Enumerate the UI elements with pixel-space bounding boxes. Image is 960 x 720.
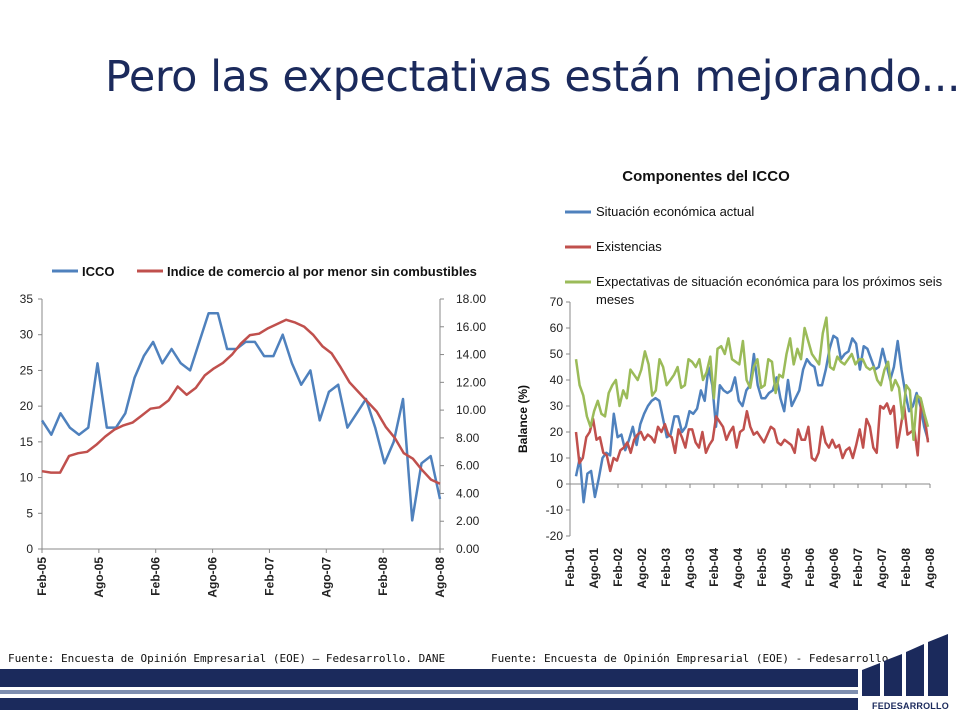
left-tick-label: 0 (26, 542, 33, 556)
x-tick-label: Ago-03 (683, 548, 697, 589)
y-tick-label: 70 (550, 295, 564, 309)
left-tick-label: 5 (26, 506, 33, 520)
x-tick-label: Feb-05 (35, 557, 49, 596)
y-tick-label: 20 (550, 425, 564, 439)
retail-index-line (41, 318, 441, 485)
x-tick-label: Ago-05 (779, 548, 793, 589)
y-tick-label: 30 (550, 399, 564, 413)
x-tick-label: Ago-02 (635, 548, 649, 589)
right-tick-label: 4.00 (456, 486, 480, 500)
y-tick-label: 10 (550, 451, 564, 465)
legend-label: Expectativas de situación económica para… (596, 274, 943, 307)
y-axis-label: Balance (%) (516, 385, 530, 453)
x-tick-label: Ago-08 (433, 557, 447, 598)
x-tick-label: Ago-07 (875, 548, 889, 589)
x-tick-label: Feb-05 (755, 548, 769, 587)
source-right: Fuente: Encuesta de Opinión Empresarial … (491, 652, 895, 665)
y-tick-label: -20 (546, 529, 564, 543)
right-tick-label: 12.00 (456, 375, 486, 389)
slide-title: Pero las expectativas están mejorando... (105, 52, 960, 102)
right-tick-label: 16.00 (456, 320, 486, 334)
x-tick-label: Feb-03 (659, 548, 673, 587)
footer-band-top (0, 669, 858, 687)
legend-label-line: Expectativas de situación económica para… (596, 274, 943, 289)
right-tick-label: 18.00 (456, 292, 486, 306)
x-tick-label: Ago-01 (587, 548, 601, 589)
existencias-line (574, 399, 930, 473)
y-tick-label: 0 (556, 477, 563, 491)
x-tick-label: Ago-08 (923, 548, 937, 589)
footer-band-bottom (0, 698, 858, 710)
x-tick-label: Feb-01 (563, 548, 577, 587)
right-tick-label: 6.00 (456, 459, 480, 473)
x-tick-label: Feb-07 (851, 548, 865, 587)
left-tick-label: 25 (20, 363, 34, 377)
x-tick-label: Feb-07 (262, 557, 276, 596)
legend-label: ICCO (82, 264, 115, 279)
right-tick-label: 14.00 (456, 348, 486, 362)
x-tick-label: Feb-08 (376, 557, 390, 596)
left-chart-area: 0 5 10 15 20 25 30 35 0.00 2.00 4.00 6.00 8.00 10.00 1… (20, 264, 487, 598)
right-tick-label: 8.00 (456, 431, 480, 445)
left-tick-label: 35 (20, 292, 34, 306)
legend-label: Existencias (596, 239, 662, 254)
icco-line (40, 312, 442, 522)
footer-band-mid (0, 690, 858, 694)
source-left: Fuente: Encuesta de Opinión Empresarial … (8, 652, 446, 665)
right-tick-label: 2.00 (456, 514, 480, 528)
y-tick-label: -10 (546, 503, 564, 517)
legend-label-line: meses (596, 292, 635, 307)
x-tick-label: Feb-02 (611, 548, 625, 587)
x-tick-label: Ago-06 (827, 548, 841, 589)
fedesarrollo-logo (862, 634, 948, 696)
x-tick-label: Feb-04 (707, 548, 721, 587)
y-tick-label: 50 (550, 347, 564, 361)
right-chart-area: Componentes del ICCO -20 -10 0 10 20 30 40 50 60 7… (516, 168, 943, 589)
left-tick-label: 30 (20, 328, 34, 342)
right-tick-label: 10.00 (456, 403, 486, 417)
left-tick-label: 10 (20, 471, 34, 485)
x-tick-label: Ago-04 (731, 548, 745, 589)
x-tick-label: Feb-06 (803, 548, 817, 587)
x-tick-label: Ago-05 (92, 557, 106, 598)
right-tick-label: 0.00 (456, 542, 480, 556)
y-tick-label: 40 (550, 373, 564, 387)
left-tick-label: 15 (20, 435, 34, 449)
left-tick-label: 20 (20, 399, 34, 413)
logo-text: FEDESARROLLO (872, 701, 949, 711)
expectativas-line (574, 316, 930, 442)
legend-label: Situación económica actual (596, 204, 754, 219)
x-tick-label: Feb-06 (149, 557, 163, 596)
situacion-actual-line (574, 334, 930, 504)
x-tick-label: Feb-08 (899, 548, 913, 587)
chart-title: Componentes del ICCO (622, 168, 790, 185)
legend-label: Indice de comercio al por menor sin comb… (167, 264, 477, 279)
x-tick-label: Ago-06 (206, 557, 220, 598)
y-tick-label: 60 (550, 321, 564, 335)
x-tick-label: Ago-07 (319, 557, 333, 598)
